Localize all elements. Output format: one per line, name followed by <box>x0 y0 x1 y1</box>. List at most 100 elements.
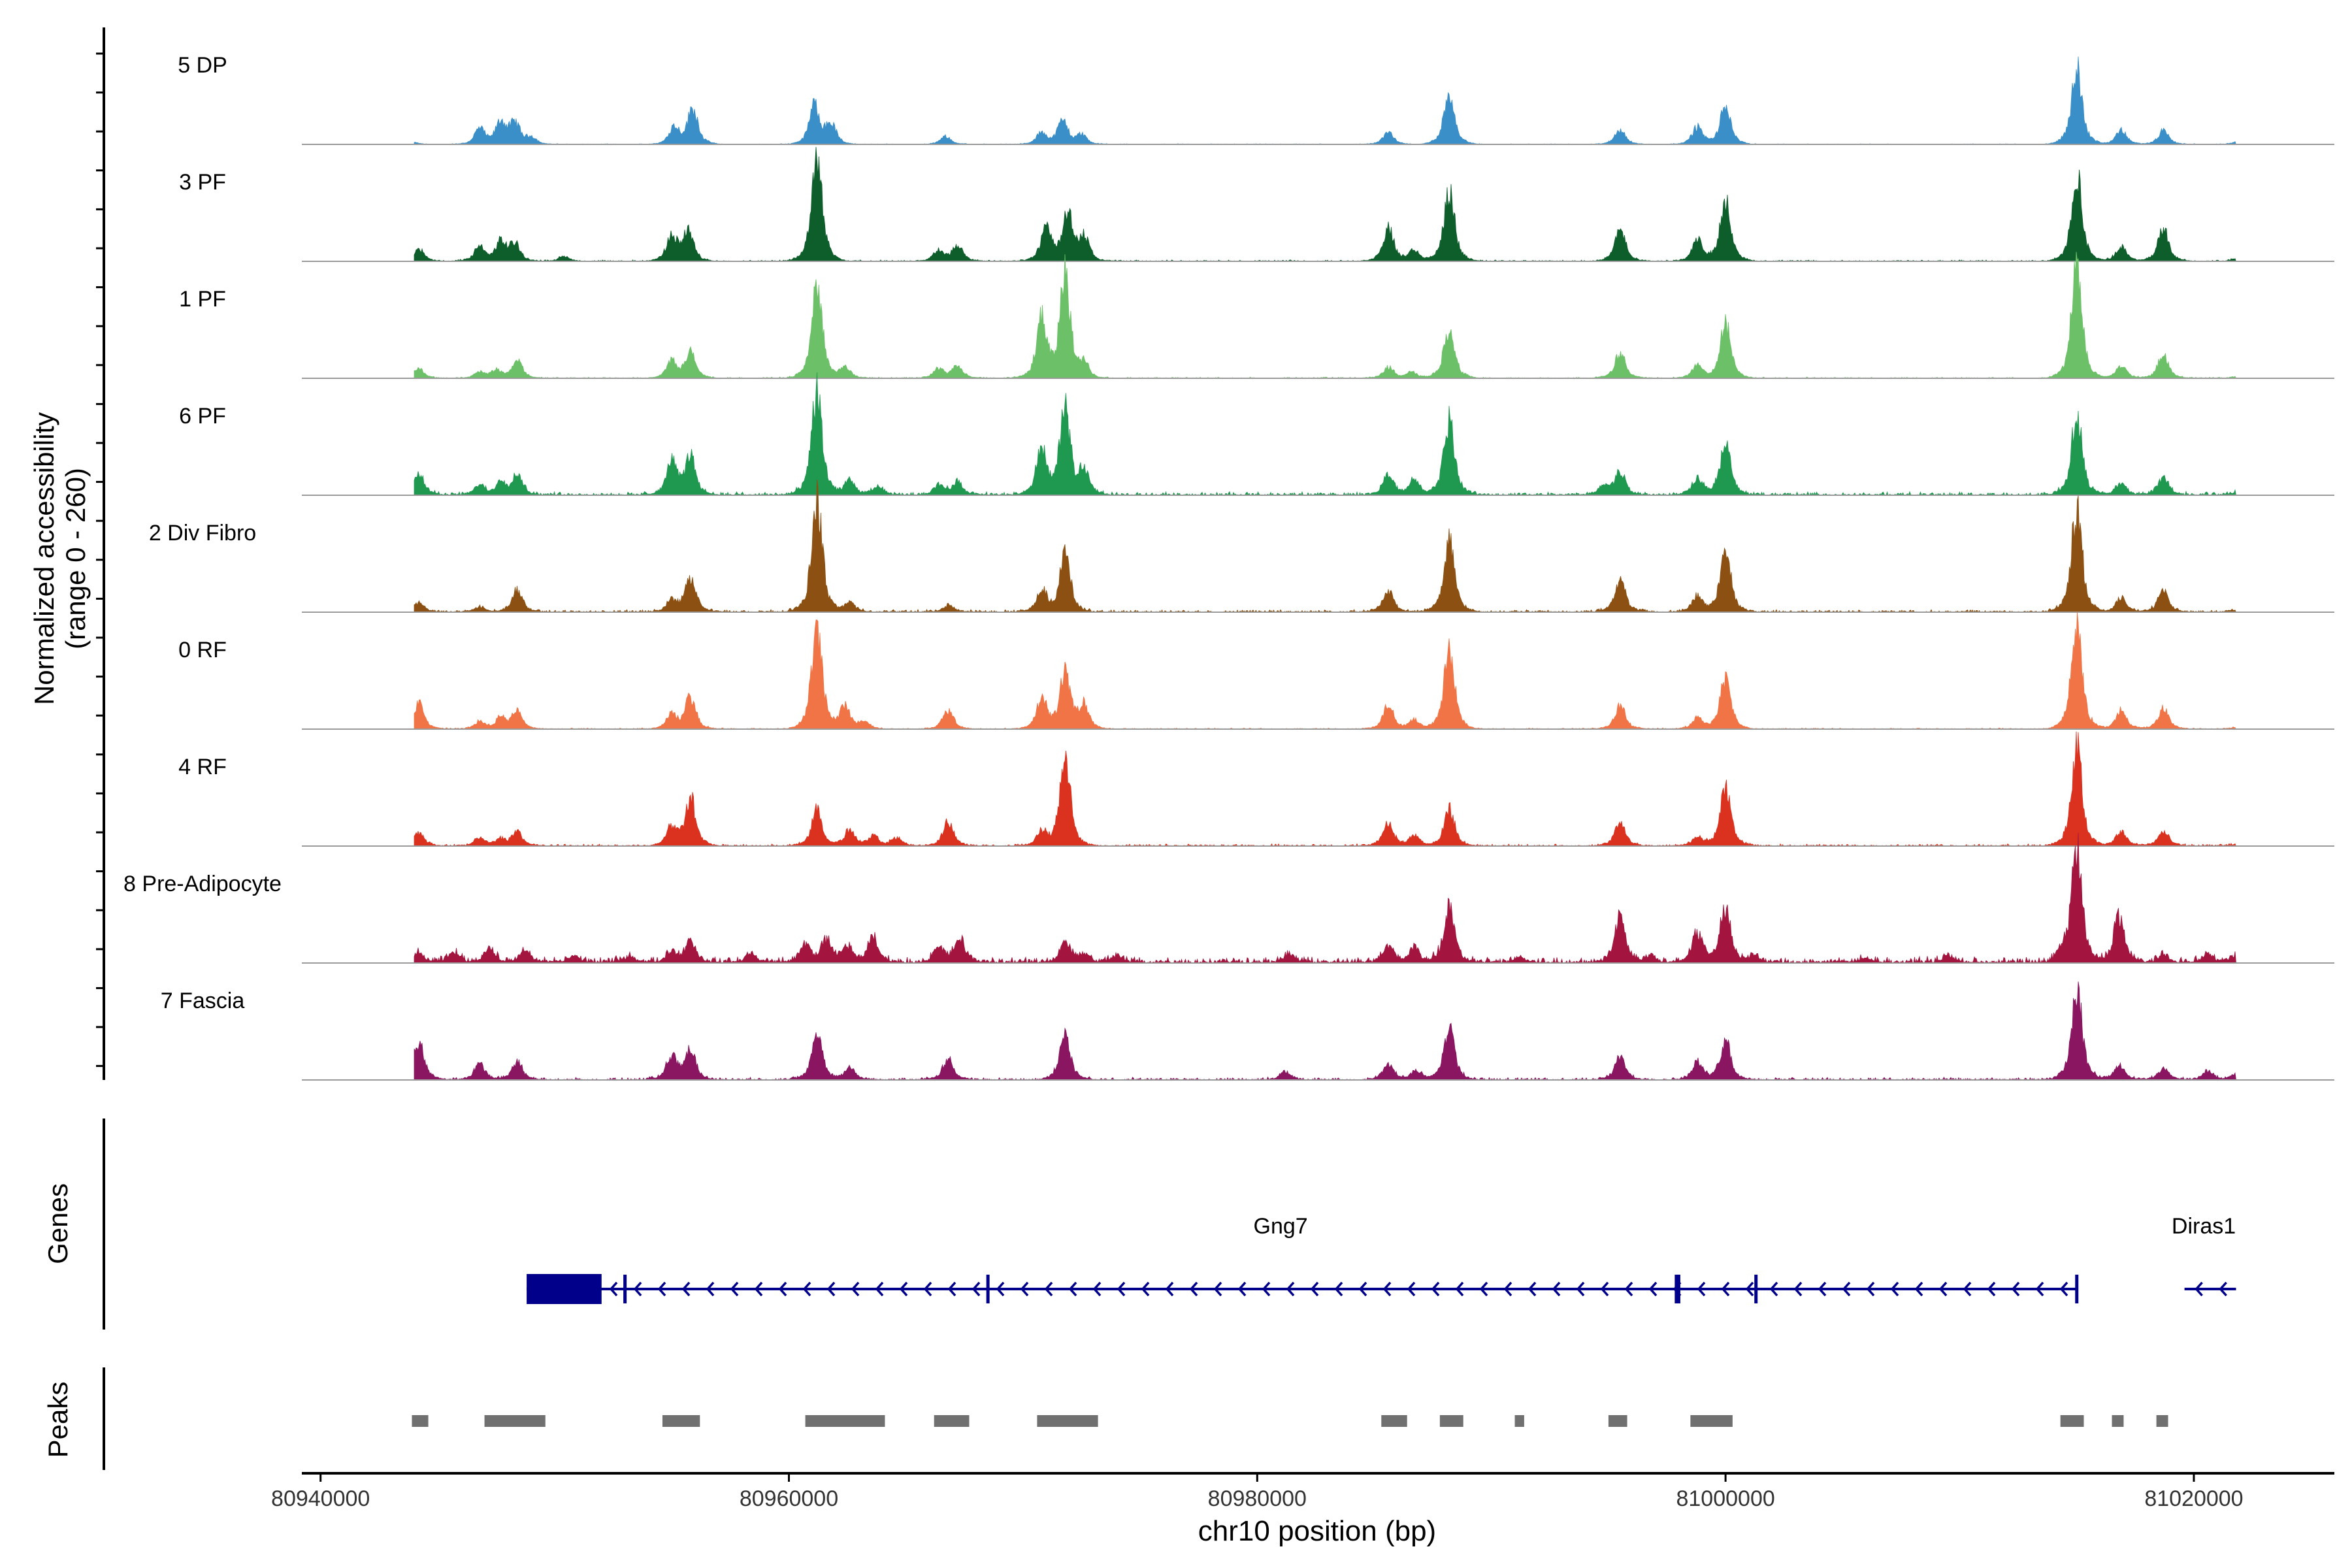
strand-arrow <box>1793 1281 1803 1297</box>
gene-annotations: Gng7 Diras1 <box>527 1214 2236 1304</box>
track-5-dp: 5 DP <box>178 53 2334 145</box>
gene-diras1: Diras1 <box>2172 1214 2236 1297</box>
strand-arrow <box>657 1281 666 1297</box>
strand-arrow <box>2035 1281 2044 1297</box>
x-tick-label: 80940000 <box>271 1486 370 1511</box>
x-tick-label: 81000000 <box>1676 1486 1774 1511</box>
peak-region <box>805 1415 885 1427</box>
strand-arrow <box>875 1281 884 1297</box>
strand-arrow <box>1068 1281 1077 1297</box>
strand-arrow <box>1648 1281 1658 1297</box>
strand-arrow <box>1745 1281 1754 1297</box>
peak-region <box>1690 1415 1733 1427</box>
x-axis-title: chr10 position (bp) <box>1198 1515 1436 1547</box>
coverage-area <box>414 146 2237 262</box>
y-axis-title: Normalized accessibility <box>29 412 59 705</box>
peak-region <box>2112 1415 2124 1427</box>
coverage-area <box>414 252 2237 379</box>
strand-arrow <box>1165 1281 1174 1297</box>
peak-region <box>2156 1415 2168 1427</box>
track-label: 8 Pre-Adipocyte <box>123 872 282 896</box>
strand-arrow <box>1141 1281 1150 1297</box>
strand-arrow <box>2195 1281 2203 1297</box>
gene-exon-mark <box>1754 1275 1758 1303</box>
track-label: 2 Div Fibro <box>149 521 256 546</box>
strand-arrow <box>1286 1281 1295 1297</box>
coverage-y-ticks <box>96 52 104 1068</box>
coverage-area <box>414 56 2237 145</box>
gene-exon-thick <box>527 1274 602 1304</box>
strand-arrow <box>1189 1281 1198 1297</box>
peak-region <box>934 1415 970 1427</box>
strand-arrow <box>1334 1281 1343 1297</box>
track-6-pf: 6 PF <box>179 372 2334 497</box>
strand-arrow <box>1576 1281 1585 1297</box>
track-label: 4 RF <box>178 755 227 779</box>
peak-region <box>484 1415 546 1427</box>
track-label: 0 RF <box>178 638 227 662</box>
strand-arrow <box>972 1281 981 1297</box>
track-3-pf: 3 PF <box>179 146 2334 262</box>
strand-arrow <box>1503 1281 1512 1297</box>
strand-arrow <box>754 1281 763 1297</box>
strand-arrow <box>1044 1281 1053 1297</box>
gene-exon-mark <box>1676 1275 1680 1303</box>
coverage-y-label: Normalized accessibility (range 0 - 260) <box>29 412 91 705</box>
peak-region <box>1514 1415 1524 1427</box>
x-tick-label: 80980000 <box>1208 1486 1307 1511</box>
peak-region <box>1381 1415 1407 1427</box>
strand-arrow <box>899 1281 908 1297</box>
x-tick-label: 80960000 <box>740 1486 838 1511</box>
coverage-area <box>414 731 2237 847</box>
track-label: 3 PF <box>179 170 226 195</box>
strand-arrow <box>1310 1281 1319 1297</box>
track-8-pre-adipocyte: 8 Pre-Adipocyte <box>123 832 2334 964</box>
strand-arrow <box>1890 1281 1899 1297</box>
strand-arrow <box>1382 1281 1392 1297</box>
strand-arrow <box>947 1281 956 1297</box>
strand-arrow <box>1769 1281 1778 1297</box>
track-label: 6 PF <box>179 404 226 429</box>
strand-arrow <box>1407 1281 1416 1297</box>
strand-arrow <box>706 1281 715 1297</box>
peak-region <box>1608 1415 1627 1427</box>
peak-region <box>662 1415 700 1427</box>
strand-arrow <box>778 1281 787 1297</box>
y-axis-range: (range 0 - 260) <box>60 468 91 649</box>
strand-arrow <box>1987 1281 1996 1297</box>
strand-arrow <box>1866 1281 1875 1297</box>
strand-arrow <box>2011 1281 2020 1297</box>
strand-arrow <box>1092 1281 1102 1297</box>
strand-arrow <box>996 1281 1005 1297</box>
gene-label: Gng7 <box>1254 1214 1308 1239</box>
strand-arrow <box>1552 1281 1561 1297</box>
peak-regions <box>412 1415 2168 1427</box>
track-label: 1 PF <box>179 287 226 312</box>
strand-arrow <box>1237 1281 1247 1297</box>
coverage-area <box>414 981 2236 1081</box>
track-label: 7 Fascia <box>161 988 245 1013</box>
gene-exon-mark <box>1674 1275 1678 1303</box>
strand-arrow <box>1358 1281 1367 1297</box>
strand-arrow <box>730 1281 739 1297</box>
gene-exon-mark <box>2075 1275 2079 1303</box>
peak-region <box>412 1415 429 1427</box>
strand-arrow <box>1697 1281 1706 1297</box>
gene-exon-mark <box>623 1275 627 1303</box>
track-4-rf: 4 RF <box>178 731 2334 847</box>
peak-region <box>2060 1415 2084 1427</box>
coverage-area <box>414 480 2237 613</box>
strand-arrow <box>1479 1281 1488 1297</box>
track-1-pf: 1 PF <box>179 252 2334 379</box>
coverage-area <box>414 372 2236 497</box>
peaks-panel-label: Peaks <box>42 1382 73 1458</box>
strand-arrow <box>1527 1281 1537 1297</box>
gene-label: Diras1 <box>2172 1214 2236 1239</box>
strand-arrow <box>1721 1281 1730 1297</box>
genes-panel-label: Genes <box>42 1183 73 1264</box>
coverage-area <box>414 832 2236 964</box>
strand-arrow <box>851 1281 860 1297</box>
peak-region <box>1037 1415 1098 1427</box>
strand-arrow <box>1842 1281 1851 1297</box>
